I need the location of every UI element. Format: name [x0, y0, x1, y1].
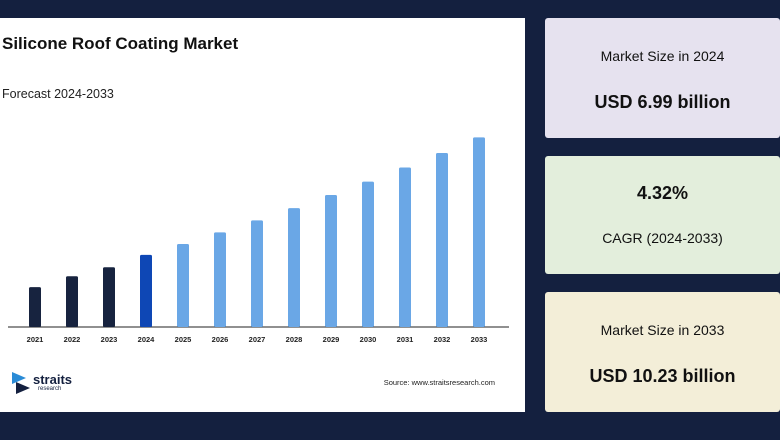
x-tick-label: 2022	[64, 335, 81, 344]
bar-chart: 2021 2022 2023 2024 2025 2026 2027 2028 2029 2030…	[8, 137, 509, 344]
x-tick-label: 2023	[101, 335, 118, 344]
x-tick-label: 2032	[434, 335, 451, 344]
chart-title: Silicone Roof Coating Market	[2, 34, 239, 53]
cagr-card: 4.32% CAGR (2024-2033)	[545, 156, 780, 274]
bar-2026	[214, 232, 226, 327]
bar-2027	[251, 220, 263, 327]
card-value: USD 6.99 billion	[594, 92, 731, 112]
bar-2022	[66, 276, 78, 327]
card-label: Market Size in 2033	[600, 322, 725, 338]
logo-subtext: research	[38, 386, 62, 392]
bar-2030	[362, 181, 374, 327]
x-tick-label: 2029	[323, 335, 340, 344]
straits-logo-icon	[12, 372, 30, 394]
bar-2032	[436, 153, 448, 327]
bar-2021	[29, 287, 41, 327]
x-tick-label: 2030	[360, 335, 377, 344]
x-tick-label: 2021	[27, 335, 44, 344]
chart-subtitle: Forecast 2024-2033	[2, 87, 114, 101]
logo-text: straits	[33, 372, 73, 387]
x-tick-label: 2026	[212, 335, 229, 344]
bar-2031	[399, 167, 411, 327]
bar-2033	[473, 137, 485, 327]
card-label: CAGR (2024-2033)	[602, 230, 723, 246]
bar-2024	[140, 254, 152, 327]
bar-2029	[325, 195, 337, 327]
bar-2023	[103, 267, 115, 327]
source-text: Source: www.straitsresearch.com	[383, 378, 495, 387]
x-tick-label: 2027	[249, 335, 266, 344]
bar-2025	[177, 243, 189, 327]
bar-2028	[288, 208, 300, 327]
market-size-2033-card: Market Size in 2033 USD 10.23 billion	[545, 292, 780, 412]
x-tick-label: 2033	[471, 335, 488, 344]
x-tick-label: 2024	[138, 335, 156, 344]
market-size-2024-card: Market Size in 2024 USD 6.99 billion	[545, 18, 780, 138]
x-tick-label: 2025	[175, 335, 192, 344]
card-value: 4.32%	[636, 183, 689, 203]
card-label: Market Size in 2024	[600, 48, 725, 64]
card-value: USD 10.23 billion	[589, 366, 736, 386]
x-tick-label: 2031	[397, 335, 414, 344]
x-tick-label: 2028	[286, 335, 303, 344]
